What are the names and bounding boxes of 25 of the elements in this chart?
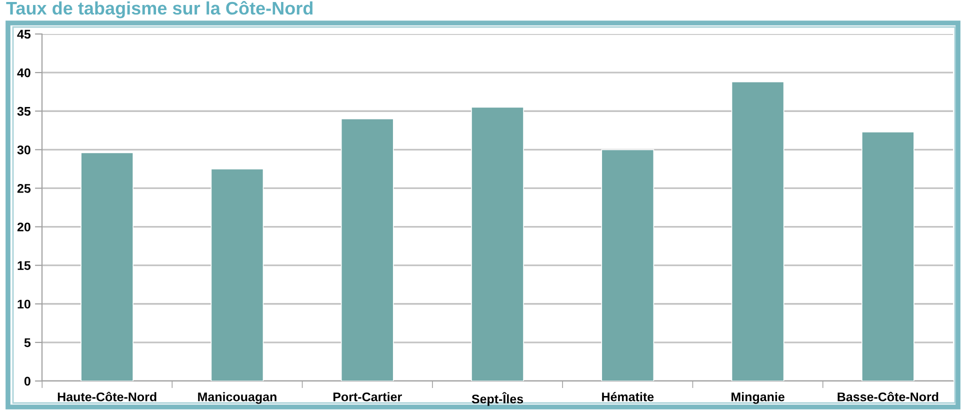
y-tick-label: 45 (17, 30, 31, 39)
y-tick-label: 15 (18, 261, 31, 270)
x-tick-label: Hématite (602, 392, 654, 402)
x-tick-label: Minganie (732, 392, 784, 404)
y-tick-label: 0 (24, 376, 30, 386)
bar (471, 106, 524, 381)
bar (731, 81, 784, 381)
y-tick-label: 20 (17, 222, 30, 232)
y-tick-label: 25 (17, 184, 31, 193)
bar (340, 118, 394, 381)
bar (80, 152, 134, 381)
bar (861, 132, 914, 381)
bar (210, 168, 264, 381)
x-tick-label: Sept-Îles (472, 392, 524, 406)
x-tick-label: Haute-Côte-Nord (58, 392, 156, 402)
x-tick-label: Basse-Côte-Nord (838, 392, 938, 402)
bar (601, 149, 654, 381)
y-tick-label: 10 (18, 300, 30, 309)
y-tick-label: 5 (24, 338, 31, 348)
y-tick-label: 30 (17, 145, 30, 154)
chart-title: Taux de tabagisme sur la Côte-Nord (6, 1, 312, 18)
y-tick-label: 40 (17, 68, 30, 78)
y-tick-label: 35 (17, 106, 31, 116)
x-tick-label: Port-Cartier (333, 392, 402, 402)
x-tick-label: Manicouagan (198, 392, 276, 404)
